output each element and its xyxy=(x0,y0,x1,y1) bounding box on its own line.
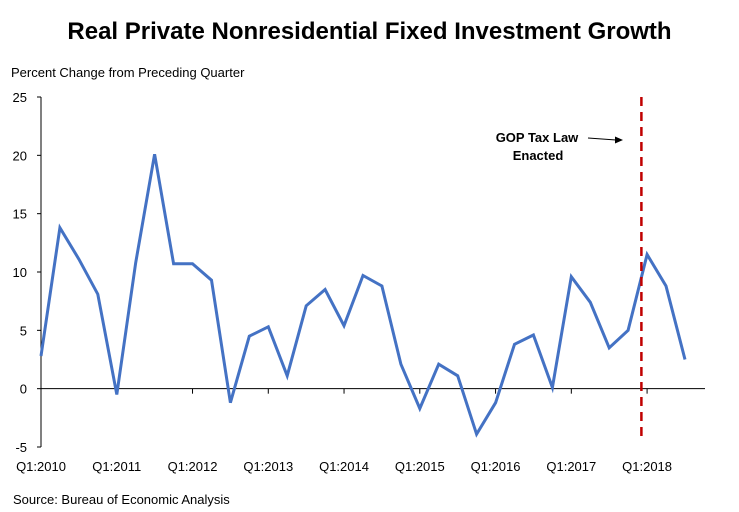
x-tick-label: Q1:2010 xyxy=(16,459,66,474)
y-tick-label: 15 xyxy=(13,207,27,222)
y-tick-label: 5 xyxy=(20,323,27,338)
annotation-arrow-line xyxy=(587,137,617,141)
x-tick-label: Q1:2012 xyxy=(168,459,218,474)
x-tick-label: Q1:2015 xyxy=(395,459,445,474)
y-tick-label: 10 xyxy=(13,265,27,280)
y-tick-label: 20 xyxy=(13,148,27,163)
series-line xyxy=(39,153,687,438)
source-note: Source: Bureau of Economic Analysis xyxy=(13,492,230,507)
y-tick-label: -5 xyxy=(15,440,27,455)
x-tick-label: Q1:2013 xyxy=(243,459,293,474)
y-axis-label: Percent Change from Preceding Quarter xyxy=(11,65,245,80)
annotation-label-line1: GOP Tax Law xyxy=(496,130,579,145)
annotation-label-line2: Enacted xyxy=(513,148,564,163)
x-tick-label: Q1:2016 xyxy=(471,459,521,474)
x-tick-label: Q1:2017 xyxy=(546,459,596,474)
chart-title: Real Private Nonresidential Fixed Invest… xyxy=(67,18,672,45)
annotation-arrow-head xyxy=(615,136,623,144)
x-tick-label: Q1:2014 xyxy=(319,459,369,474)
x-tick-label: Q1:2011 xyxy=(92,459,141,474)
y-tick-label: 0 xyxy=(20,382,27,397)
y-tick-label: 25 xyxy=(13,90,27,105)
x-tick-label: Q1:2018 xyxy=(622,459,672,474)
